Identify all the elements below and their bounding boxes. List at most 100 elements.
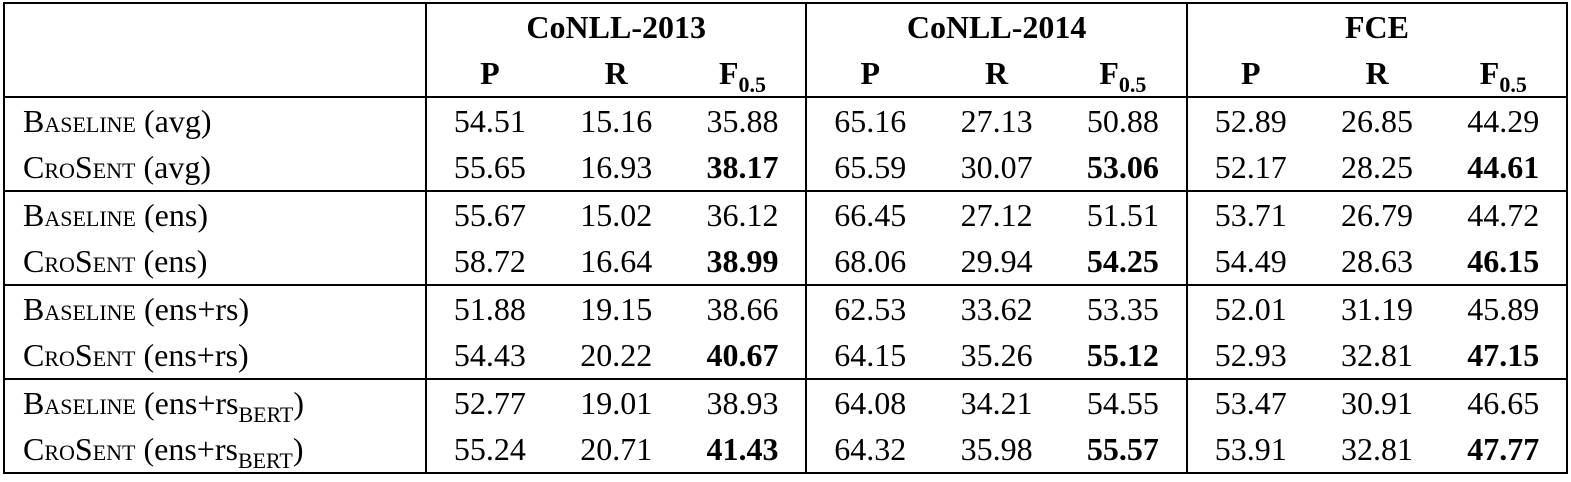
value-cell: 52.89 bbox=[1185, 96, 1314, 144]
group-header: CoNLL-2014 bbox=[805, 3, 1187, 50]
system-label: Baseline (ens+rs) bbox=[4, 284, 426, 332]
value-cell: 58.72 bbox=[425, 238, 553, 285]
value-cell: 68.06 bbox=[805, 238, 934, 285]
value-cell: 53.06 bbox=[1086, 148, 1159, 185]
value-cell: 44.29 bbox=[1440, 96, 1568, 144]
metric-subscript: 0.5 bbox=[1118, 71, 1147, 97]
value-cell: 54.55 bbox=[1060, 378, 1187, 426]
value-cell: 16.64 bbox=[580, 242, 653, 279]
value-cell: 52.17 bbox=[1185, 144, 1314, 191]
value-cell: 36.12 bbox=[679, 190, 807, 238]
value-cell: 55.67 bbox=[425, 190, 553, 238]
data-row: Baseline (avg) 54.51 15.16 35.88 65.16 27.13 5… bbox=[4, 96, 1568, 144]
value-cell: 40.67 bbox=[706, 336, 779, 373]
metric-label: P bbox=[860, 54, 881, 91]
system-setting: (ens+rs) bbox=[143, 336, 249, 373]
value-cell: 38.66 bbox=[679, 284, 807, 332]
value-cell: 26.85 bbox=[1313, 96, 1441, 144]
system-label: Baseline (ens+rsBERT) bbox=[4, 378, 426, 427]
setting-subscript: BERT bbox=[238, 401, 294, 427]
value-cell: 38.17 bbox=[706, 148, 779, 185]
value-cell: 27.12 bbox=[933, 190, 1060, 238]
data-row: CroSent (ens) 58.72 16.64 38.99 68.06 29.94 54… bbox=[4, 238, 1567, 285]
metric-header: F0.5 bbox=[680, 50, 807, 97]
value-cell: 54.49 bbox=[1185, 238, 1314, 285]
value-cell: 62.53 bbox=[805, 284, 934, 332]
value-cell: 55.24 bbox=[425, 426, 553, 473]
value-cell: 53.47 bbox=[1185, 378, 1314, 426]
value-cell: 54.51 bbox=[425, 96, 553, 144]
value-cell: 44.61 bbox=[1467, 148, 1540, 185]
value-cell: 52.77 bbox=[425, 378, 553, 426]
value-cell: 65.16 bbox=[805, 96, 934, 144]
data-row: Baseline (ens+rs) 51.88 19.15 38.66 62.53 33.… bbox=[4, 284, 1568, 332]
metric-label: F bbox=[1479, 54, 1500, 91]
value-cell: 19.01 bbox=[552, 378, 680, 426]
value-cell: 54.43 bbox=[425, 332, 553, 379]
data-row: CroSent (ens+rs) 54.43 20.22 40.67 64.15 35.2… bbox=[4, 332, 1567, 379]
value-cell: 20.71 bbox=[580, 430, 653, 467]
value-cell: 20.22 bbox=[580, 336, 653, 373]
system-name: Baseline bbox=[23, 196, 136, 233]
metric-header: R bbox=[933, 50, 1060, 97]
value-cell: 31.19 bbox=[1313, 284, 1441, 332]
value-cell: 53.35 bbox=[1060, 284, 1187, 332]
value-cell: 64.32 bbox=[805, 426, 934, 473]
metric-subscript: 0.5 bbox=[1499, 71, 1527, 97]
value-cell: 64.15 bbox=[805, 332, 934, 379]
system-label: CroSent (ens+rsBERT) bbox=[4, 426, 426, 473]
system-setting: (avg) bbox=[143, 148, 211, 185]
group-header: FCE bbox=[1185, 3, 1568, 50]
value-cell: 53.91 bbox=[1185, 426, 1314, 473]
value-cell: 45.89 bbox=[1440, 284, 1568, 332]
system-setting: (ens+rs bbox=[144, 384, 239, 421]
corner-cell bbox=[4, 3, 426, 50]
metric-label: R bbox=[985, 54, 1009, 91]
value-cell: 28.25 bbox=[1341, 148, 1413, 185]
value-cell: 66.45 bbox=[805, 190, 934, 238]
value-cell: 27.13 bbox=[933, 96, 1060, 144]
value-cell: 33.62 bbox=[933, 284, 1060, 332]
system-name: CroSent bbox=[23, 148, 136, 185]
metric-label: P bbox=[1240, 54, 1261, 91]
metric-header: R bbox=[553, 50, 680, 97]
system-name: Baseline bbox=[23, 102, 136, 139]
metric-header: P bbox=[805, 50, 934, 97]
data-row: Baseline (ens) 55.67 15.02 36.12 66.45 27.12 5… bbox=[4, 190, 1568, 238]
data-row: CroSent (ens+rsBERT) 55.24 20.71 41.43 64.32… bbox=[4, 426, 1567, 473]
value-cell: 55.57 bbox=[1086, 430, 1159, 467]
setting-end: ) bbox=[292, 430, 304, 467]
value-cell: 15.02 bbox=[552, 190, 680, 238]
metric-row: P R F0.5 P R F0.5 P R F0.5 bbox=[4, 50, 1567, 97]
setting-subscript: BERT bbox=[237, 447, 293, 473]
metric-label: R bbox=[1365, 54, 1389, 91]
value-cell: 47.15 bbox=[1467, 336, 1540, 373]
metric-header: F0.5 bbox=[1440, 50, 1567, 97]
system-label: Baseline (ens) bbox=[4, 190, 426, 238]
system-setting: (ens) bbox=[144, 196, 208, 233]
value-cell: 15.16 bbox=[552, 96, 680, 144]
system-label: Baseline (avg) bbox=[4, 96, 426, 144]
data-row: Baseline (ens+rsBERT) 52.77 19.01 38.93 64.0… bbox=[4, 378, 1568, 427]
value-cell: 38.99 bbox=[706, 242, 779, 279]
system-setting: (ens+rs) bbox=[144, 290, 250, 327]
system-label: CroSent (ens) bbox=[4, 238, 426, 285]
data-row: CroSent (avg) 55.65 16.93 38.17 65.59 30.07 53… bbox=[4, 144, 1567, 191]
value-cell: 53.71 bbox=[1185, 190, 1314, 238]
value-cell: 51.51 bbox=[1060, 190, 1187, 238]
system-name: CroSent bbox=[23, 336, 136, 373]
metric-header: R bbox=[1314, 50, 1441, 97]
value-cell: 55.12 bbox=[1086, 336, 1159, 373]
value-cell: 44.72 bbox=[1440, 190, 1568, 238]
metric-header: F0.5 bbox=[1060, 50, 1187, 97]
value-cell: 55.65 bbox=[425, 144, 553, 191]
results-table: CoNLL-2013 CoNLL-2014 FCE P R F0.5 P R F0.5 P R F0.… bbox=[3, 2, 1569, 474]
value-cell: 52.93 bbox=[1185, 332, 1314, 379]
metric-label: P bbox=[480, 54, 500, 91]
metric-header: P bbox=[1185, 50, 1314, 97]
metric-header: P bbox=[425, 50, 553, 97]
value-cell: 46.15 bbox=[1467, 242, 1540, 279]
value-cell: 16.93 bbox=[580, 148, 653, 185]
system-label: CroSent (avg) bbox=[4, 144, 426, 191]
